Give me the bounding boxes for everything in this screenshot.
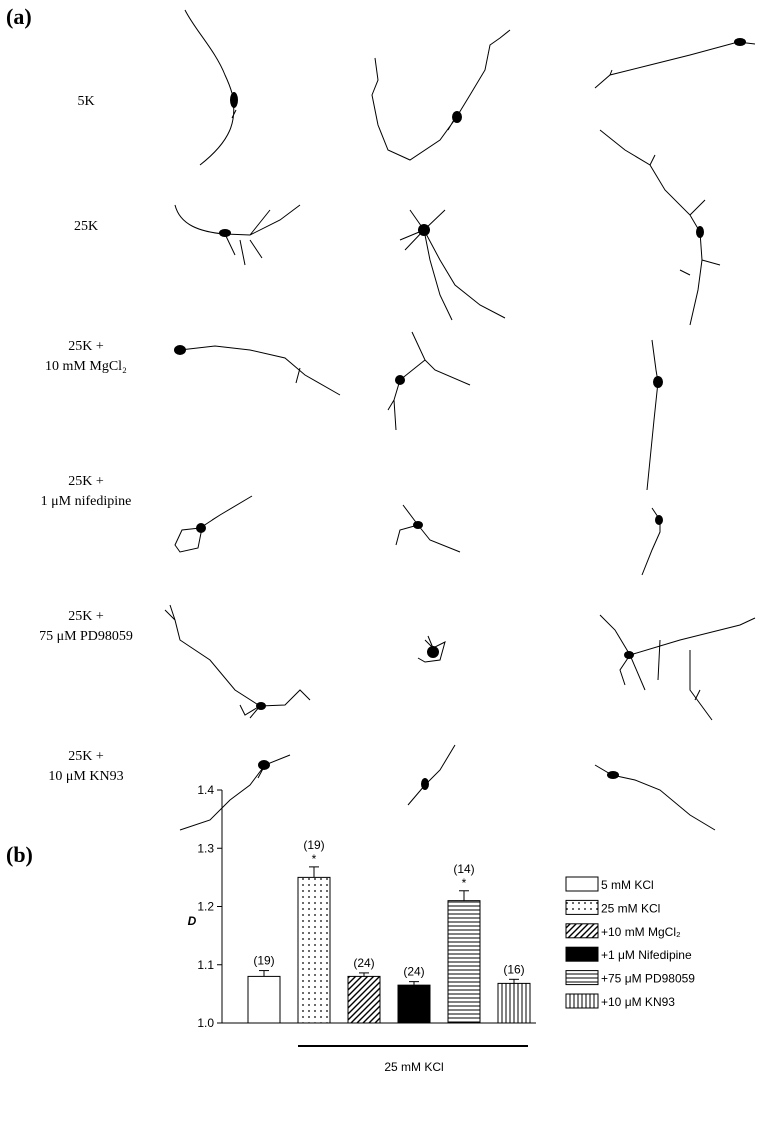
row-label: 10 μM KN93 [48, 769, 123, 784]
y-tick-label: 1.0 [197, 1016, 214, 1030]
legend-swatch [566, 877, 598, 891]
row-labels: 5K 25K 25K + 10 mM MgCl₂ 25K + 1 μM nifedipin… [39, 94, 133, 784]
n-label: (24) [403, 965, 424, 979]
bar [348, 976, 380, 1023]
n-label: (24) [353, 956, 374, 970]
legend-label: +10 μM KN93 [601, 995, 675, 1009]
y-tick-label: 1.3 [197, 841, 214, 855]
y-tick-label: 1.2 [197, 900, 214, 914]
bar [448, 901, 480, 1023]
legend-label: +10 mM MgCl₂ [601, 925, 681, 939]
significance-mark: * [462, 876, 467, 890]
n-label: (16) [503, 962, 524, 976]
panel-label: (b) [6, 842, 33, 867]
row-label: 25K + [68, 749, 104, 764]
bar [298, 877, 330, 1023]
row-label: 25K + [68, 339, 104, 354]
row-label: 25K + [68, 474, 104, 489]
legend-swatch [566, 947, 598, 961]
neuron-tracings [165, 10, 755, 830]
y-axis-label: D [188, 914, 197, 928]
legend-label: 5 mM KCl [601, 878, 654, 892]
row-label: 25K + [68, 609, 104, 624]
group-label: 25 mM KCl [384, 1060, 443, 1074]
n-label: (19) [253, 954, 274, 968]
y-tick-label: 1.4 [197, 783, 214, 797]
legend-label: 25 mM KCl [601, 901, 660, 915]
legend-swatch [566, 994, 598, 1008]
bar [498, 983, 530, 1023]
row-label: 25K [74, 219, 98, 234]
legend-label: +75 μM PD98059 [601, 972, 695, 986]
legend-swatch [566, 971, 598, 985]
legend-label: +1 μM Nifedipine [601, 948, 692, 962]
significance-mark: * [312, 852, 317, 866]
row-label: 1 μM nifedipine [41, 494, 132, 509]
bar-chart: D1.01.11.21.31.4(19)5 mM KCl*(19)25 mM K… [188, 783, 696, 1074]
bar [398, 985, 430, 1023]
panel-label: (a) [6, 4, 32, 29]
figure: (a) (b) 5K 25K 25K + 10 mM MgCl₂ 25K + 1 μM n… [0, 0, 766, 1121]
n-label: (14) [453, 862, 474, 876]
y-tick-label: 1.1 [197, 958, 214, 972]
legend-swatch [566, 900, 598, 914]
row-label: 75 μM PD98059 [39, 629, 133, 644]
legend-swatch [566, 924, 598, 938]
n-label: (19) [303, 838, 324, 852]
row-label: 5K [77, 94, 94, 109]
bar [248, 976, 280, 1023]
row-label: 10 mM MgCl₂ [45, 359, 127, 374]
